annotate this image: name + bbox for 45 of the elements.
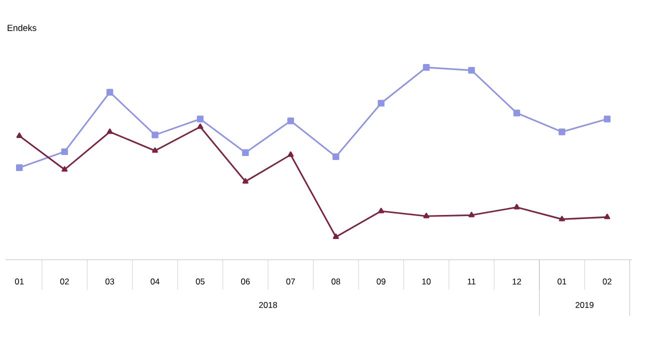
point [62, 166, 68, 172]
point [242, 149, 249, 156]
x-tick-label: 02 [60, 278, 69, 284]
x-tick-label: 05 [196, 278, 205, 284]
x-tick-label: 09 [376, 278, 386, 284]
point [332, 153, 340, 160]
x-tick-label: 06 [241, 278, 250, 284]
point [468, 212, 475, 218]
point [423, 212, 430, 218]
x-tick-label: 04 [150, 278, 160, 284]
point [513, 110, 520, 116]
point [514, 204, 520, 210]
point [468, 66, 475, 74]
point [197, 124, 204, 129]
point [16, 164, 23, 172]
point [287, 118, 294, 124]
point [152, 147, 158, 153]
point [558, 128, 566, 136]
x-tick-label: 10 [422, 278, 431, 284]
point [604, 116, 611, 122]
x-tick-label: 11 [468, 278, 476, 284]
point [604, 214, 610, 220]
x-tick-label: 02 [602, 278, 612, 284]
point [288, 151, 294, 157]
point [378, 100, 384, 107]
x-tick-label: 07 [286, 278, 295, 284]
x-tick-label: 01 [15, 278, 24, 284]
point [106, 128, 113, 134]
text: 2019 [576, 302, 594, 308]
point [16, 132, 22, 138]
x-tick-label: 08 [332, 278, 340, 284]
point [378, 208, 384, 214]
point [332, 234, 339, 239]
point [106, 88, 114, 96]
x-tick-label: 03 [105, 278, 114, 284]
x-tick-label: 12 [512, 278, 521, 284]
point [196, 116, 204, 122]
point [422, 64, 430, 71]
point [152, 132, 158, 138]
x-tick-label: 01 [558, 278, 566, 284]
point [61, 148, 68, 156]
point [242, 178, 248, 184]
y-axis-title: Endeks [8, 24, 36, 32]
point [558, 216, 565, 222]
text: 2018 [259, 302, 278, 308]
